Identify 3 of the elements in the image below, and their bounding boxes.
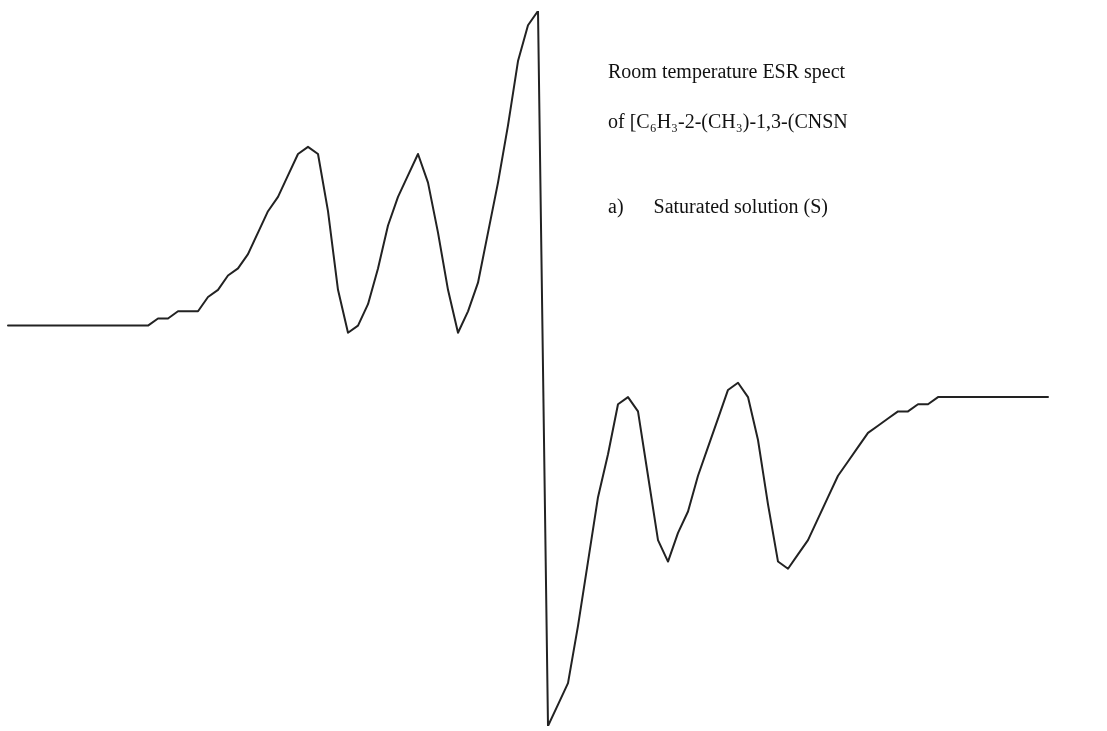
text: Room temperature ESR spect (608, 60, 846, 83)
text: of [C₆H₃-2-(CH₃)-1,3-(CNSN (608, 110, 848, 133)
annotation: a) Saturated solution (S) (608, 195, 828, 218)
